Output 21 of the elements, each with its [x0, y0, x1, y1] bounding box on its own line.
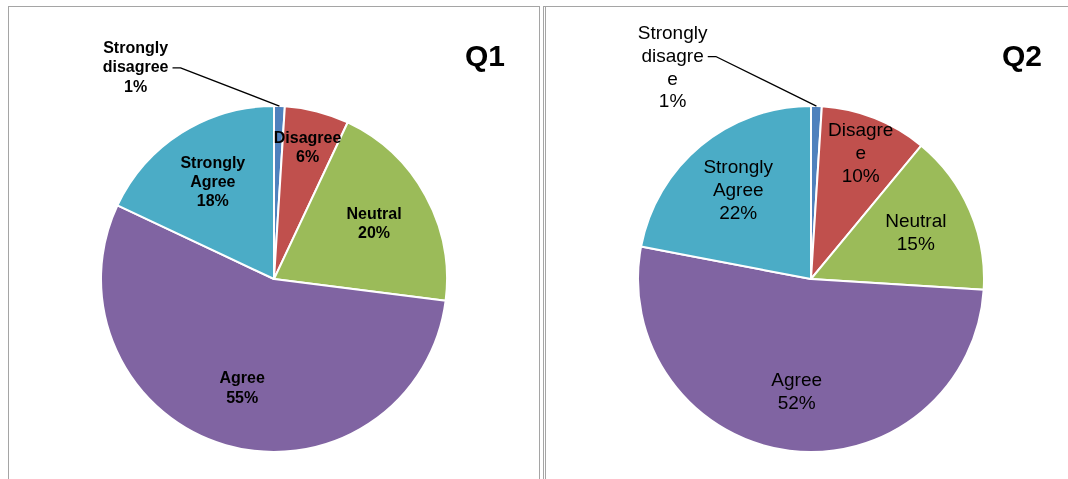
data-label: 1%	[658, 90, 687, 112]
data-label: 10%	[841, 164, 880, 186]
data-label: 15%	[896, 233, 935, 255]
data-label: 18%	[196, 192, 229, 210]
data-label: 20%	[358, 224, 391, 241]
slice-label: Disagree	[827, 118, 894, 163]
slice-label: Neutral	[885, 210, 947, 232]
slice-label: Agree	[219, 369, 265, 387]
slice-label: Strongly disagree	[102, 39, 169, 76]
data-label: 22%	[719, 202, 758, 224]
chart-title: Q1	[464, 39, 505, 72]
slice-label: Strongly Agree	[703, 156, 774, 201]
slice-label: Agree	[771, 369, 823, 391]
data-label: 52%	[777, 391, 816, 413]
slice-label: Neutral	[346, 204, 402, 222]
slice-label: Strongly Agree	[180, 153, 246, 190]
data-label: 6%	[296, 148, 320, 166]
data-label: 55%	[226, 388, 259, 406]
chart-title: Q2	[1001, 39, 1042, 72]
slice-label: Strongly disagree	[637, 21, 708, 89]
data-label: 1%	[124, 77, 148, 95]
